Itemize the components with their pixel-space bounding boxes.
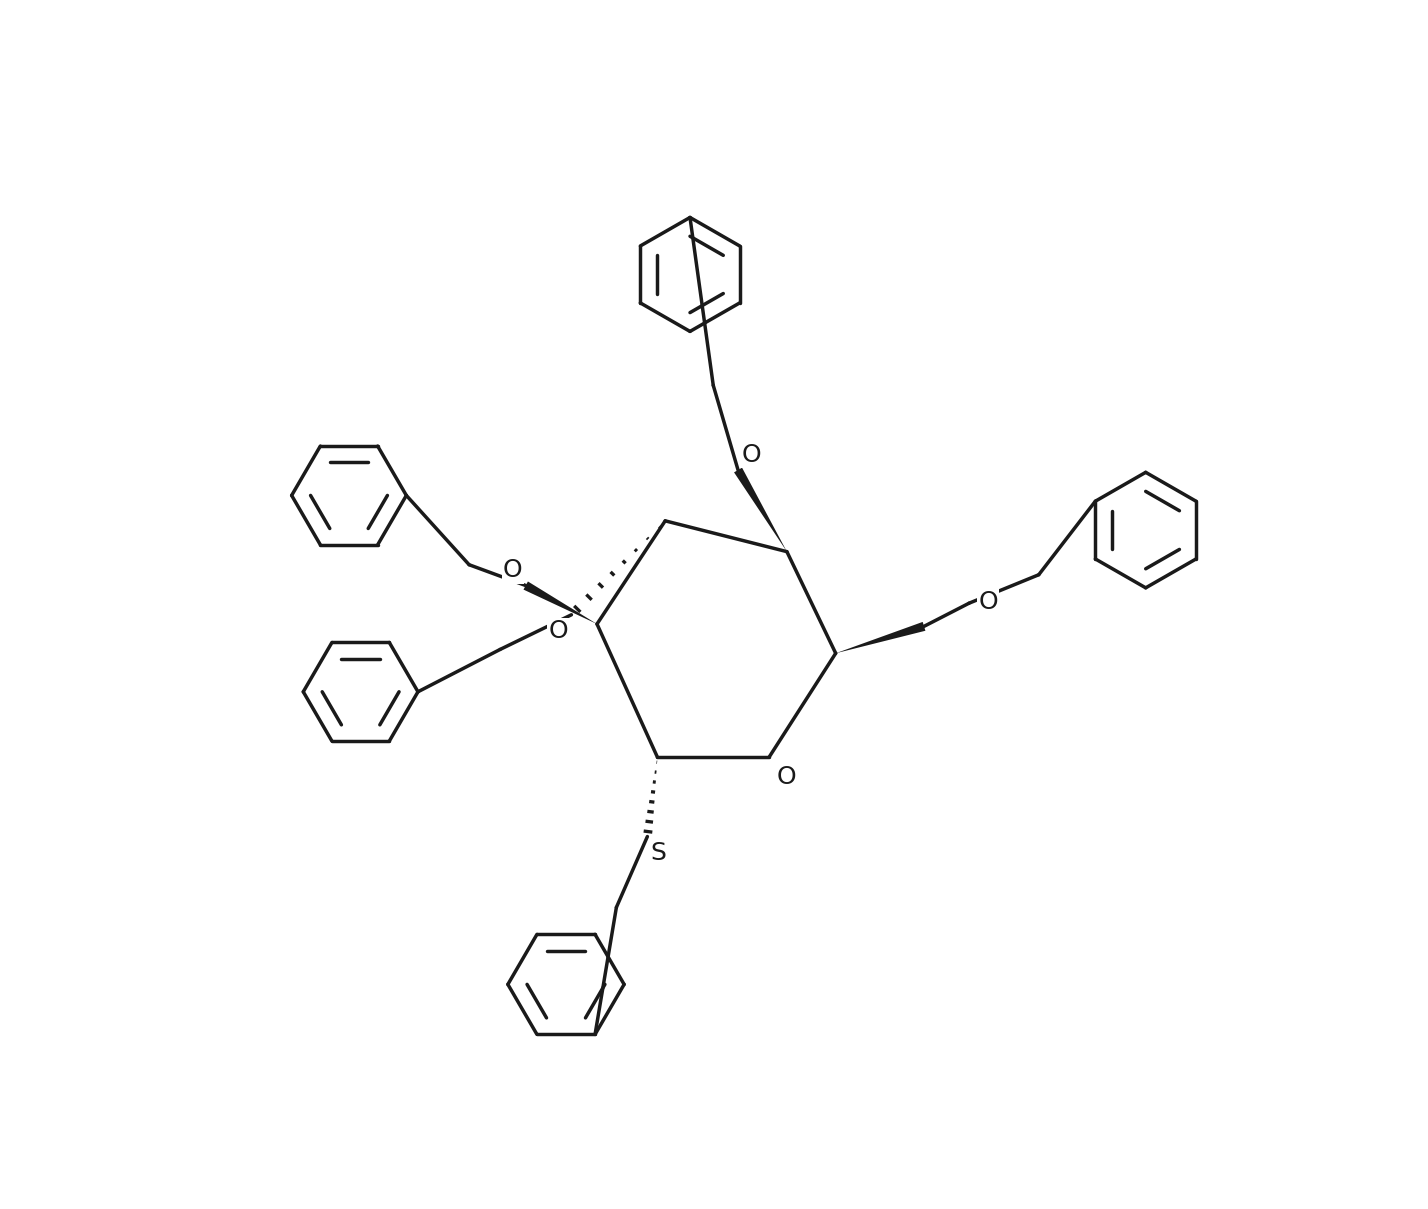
Polygon shape: [524, 582, 597, 624]
Text: O: O: [741, 442, 761, 467]
Text: O: O: [978, 590, 998, 614]
Text: O: O: [777, 765, 797, 789]
Polygon shape: [734, 468, 787, 551]
Text: S: S: [651, 841, 667, 866]
Text: O: O: [503, 559, 523, 583]
Text: O: O: [548, 619, 568, 643]
Polygon shape: [835, 621, 925, 653]
